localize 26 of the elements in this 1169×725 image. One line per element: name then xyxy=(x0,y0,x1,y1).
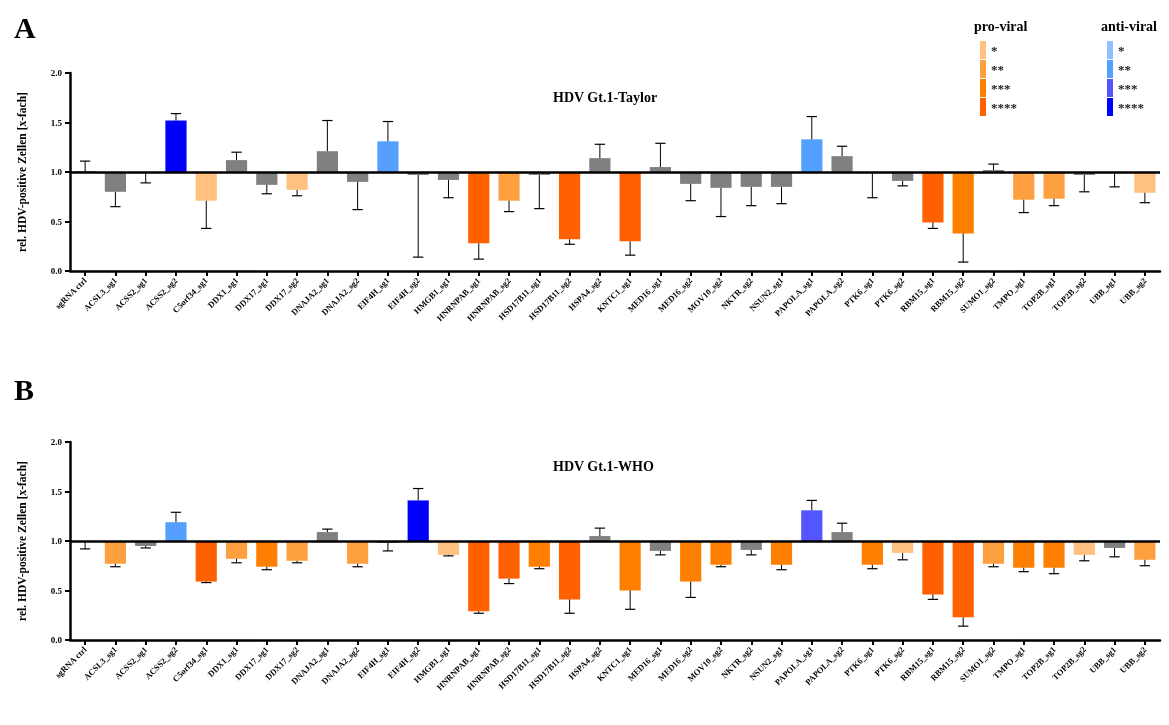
y-tick-label: 1.5 xyxy=(50,486,63,497)
y-tick-label: 2.0 xyxy=(50,68,63,78)
legend-label: *** xyxy=(1118,80,1138,96)
y-axis-title: rel. HDV-positive Zellen [x-fach] xyxy=(16,92,29,252)
legend-label: **** xyxy=(1118,99,1144,115)
y-tick-label: 1.0 xyxy=(50,536,63,546)
text: A xyxy=(14,10,36,44)
y-axis-title: rel. HDV-positive Zellen [x-fach] xyxy=(16,461,29,621)
y-tick-label: 0.0 xyxy=(50,266,63,276)
y-tick-label: 1.0 xyxy=(50,167,63,177)
legend-label: * xyxy=(1118,42,1125,58)
legend-label: *** xyxy=(991,80,1011,96)
legend-label: * xyxy=(991,42,998,58)
y-tick-label: 1.5 xyxy=(50,117,63,128)
y-tick-label: 0.0 xyxy=(50,635,63,645)
text: HDV Gt.1-Taylor xyxy=(553,89,658,105)
text: pro-viral xyxy=(974,18,1028,34)
text: B xyxy=(14,372,35,406)
text: anti-viral xyxy=(1101,18,1158,34)
legend-label: ** xyxy=(1118,61,1131,77)
y-tick-label: 0.5 xyxy=(50,216,63,227)
legend-label: **** xyxy=(991,99,1017,115)
text: HDV Gt.1-WHO xyxy=(553,458,654,474)
y-tick-label: 2.0 xyxy=(50,437,63,447)
legend-label: ** xyxy=(991,61,1004,77)
y-tick-label: 0.5 xyxy=(50,585,63,596)
